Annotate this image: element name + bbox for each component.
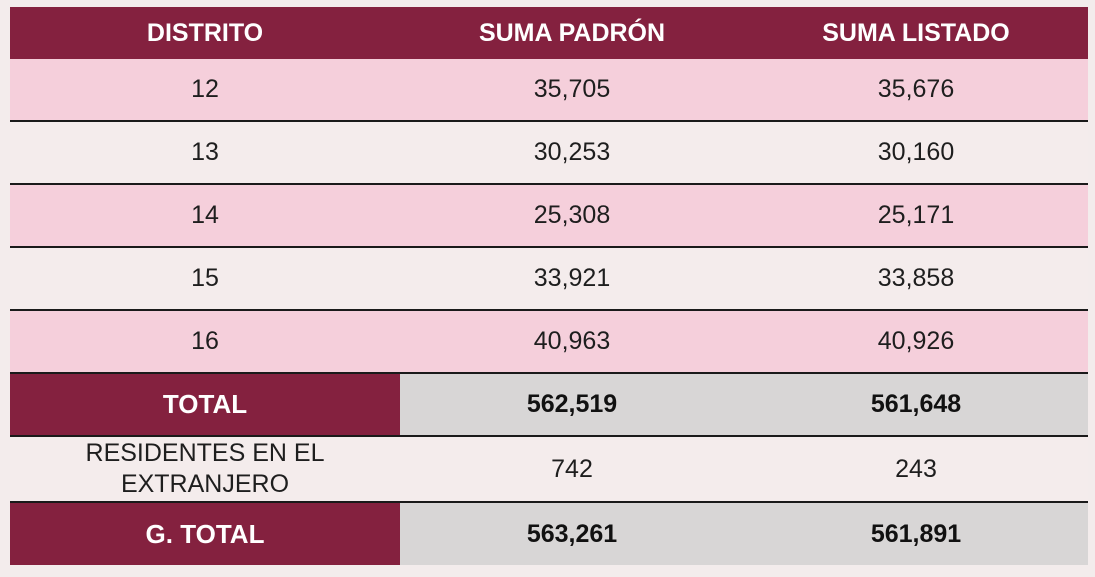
row-listado: 35,676	[744, 59, 1088, 122]
header-distrito: DISTRITO	[10, 7, 400, 59]
row-listado: 40,926	[744, 311, 1088, 374]
grand-total-listado: 561,891	[744, 503, 1088, 565]
row-padron: 25,308	[400, 185, 744, 248]
summary-table: DISTRITO SUMA PADRÓN SUMA LISTADO 12 35,…	[10, 7, 1088, 575]
total-label: TOTAL	[10, 374, 400, 437]
row-listado: 30,160	[744, 122, 1088, 185]
total-padron: 562,519	[400, 374, 744, 437]
row-padron: 40,963	[400, 311, 744, 374]
residentes-listado: 243	[744, 437, 1088, 503]
row-distrito: 12	[10, 59, 400, 122]
row-listado: 25,171	[744, 185, 1088, 248]
row-distrito: 15	[10, 248, 400, 311]
header-suma-listado: SUMA LISTADO	[744, 7, 1088, 59]
grand-total-padron: 563,261	[400, 503, 744, 565]
row-padron: 30,253	[400, 122, 744, 185]
residentes-padron: 742	[400, 437, 744, 503]
residentes-label-line2: EXTRANJERO	[120, 470, 290, 498]
row-padron: 35,705	[400, 59, 744, 122]
row-distrito: 16	[10, 311, 400, 374]
row-distrito: 14	[10, 185, 400, 248]
row-padron: 33,921	[400, 248, 744, 311]
row-distrito: 13	[10, 122, 400, 185]
residentes-label-line1: RESIDENTES EN EL	[85, 439, 325, 467]
header-suma-padron: SUMA PADRÓN	[400, 7, 744, 59]
total-listado: 561,648	[744, 374, 1088, 437]
row-listado: 33,858	[744, 248, 1088, 311]
residentes-label: RESIDENTES EN EL EXTRANJERO	[10, 437, 400, 503]
grand-total-label: G. TOTAL	[10, 503, 400, 565]
